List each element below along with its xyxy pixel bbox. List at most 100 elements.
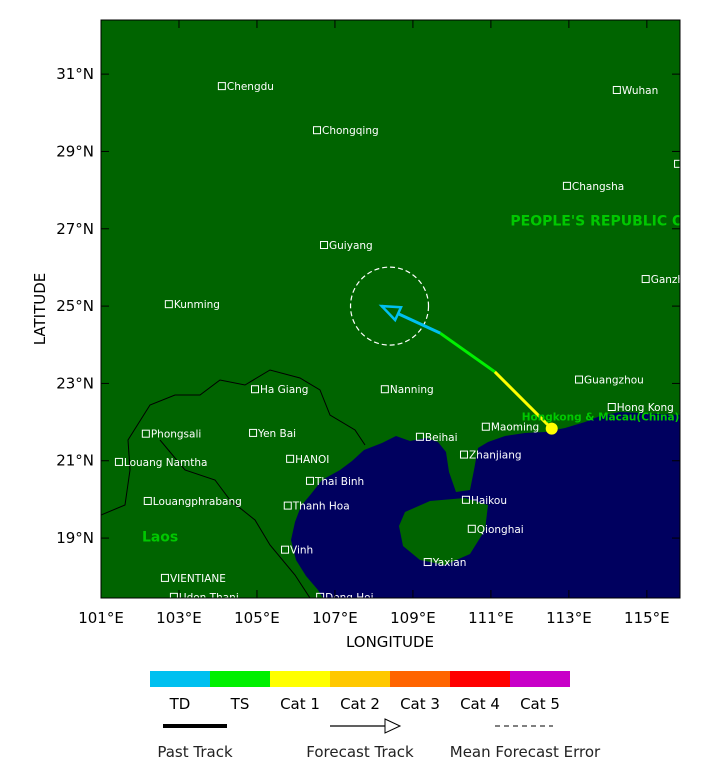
x-tick-label: 107°E <box>312 609 358 627</box>
forecast-arrowhead <box>378 304 403 323</box>
map-frame <box>100 19 681 599</box>
city-label: HANOI <box>295 454 329 466</box>
city-marker <box>114 457 123 466</box>
city-marker <box>141 429 150 438</box>
region-label: PEOPLE'S REPUBLIC OF CHINA <box>510 214 720 230</box>
city-marker <box>164 300 173 309</box>
legend-label: TD <box>169 695 191 713</box>
city-label: Louangphrabang <box>153 496 242 508</box>
x-tick-label: 101°E <box>78 609 124 627</box>
legend-label: Cat 3 <box>400 695 440 713</box>
city-label: Yaxian <box>432 557 467 569</box>
legend-label: TS <box>230 695 250 713</box>
city-marker <box>249 428 258 437</box>
y-tick-label: 27°N <box>56 220 94 238</box>
city-label: Qionghai <box>477 524 524 536</box>
city-label: Udon Thani <box>179 592 239 604</box>
city-label: Louang Namtha <box>124 457 208 469</box>
city-label: Chongqing <box>322 125 379 137</box>
city-label: Hong Kong <box>617 402 674 414</box>
city-marker <box>481 422 490 431</box>
city-marker <box>607 403 616 412</box>
country-border <box>101 369 366 516</box>
city-label: Haikou <box>471 495 507 507</box>
city-marker <box>467 524 476 533</box>
x-tick-label: 113°E <box>546 609 592 627</box>
map-area: Chengdu Chongqing Wuhan Nanchang Changsha Gui… <box>101 20 720 604</box>
x-tick-label: 103°E <box>156 609 202 627</box>
city-marker <box>320 241 329 250</box>
forecast-track-key: Forecast Track <box>306 743 414 760</box>
city-label: Vinh <box>290 545 313 557</box>
city-marker <box>281 545 290 554</box>
mean-forecast-error <box>349 266 430 346</box>
legend-swatch <box>210 671 270 687</box>
legend-swatch <box>510 671 570 687</box>
city-marker <box>160 573 169 582</box>
city-marker <box>415 432 424 441</box>
forecast-track-segment <box>493 370 553 430</box>
legend-label: Cat 2 <box>340 695 380 713</box>
city-label: Zhanjiang <box>469 450 522 462</box>
city-label: Dong Hoi <box>325 592 373 604</box>
city-marker <box>459 450 468 459</box>
y-tick-label: 21°N <box>56 452 94 470</box>
past-track-key: Past Track <box>157 743 233 760</box>
city-label: Ha Giang <box>260 384 308 396</box>
x-tick-label: 105°E <box>234 609 280 627</box>
city-marker <box>461 495 470 504</box>
x-tick-label: 111°E <box>468 609 514 627</box>
forecast-arrow-symbol <box>384 718 402 734</box>
x-tick-label: 109°E <box>390 609 436 627</box>
city-marker <box>313 126 322 135</box>
city-marker <box>641 275 650 284</box>
map-content: Chengdu Chongqing Wuhan Nanchang Changsha Gui… <box>114 81 720 604</box>
city-label: Yen Bai <box>257 428 296 440</box>
city-marker <box>143 496 152 505</box>
city-label: Chengdu <box>227 81 274 93</box>
city-label: Nanchang <box>683 159 720 171</box>
storm-position <box>545 422 558 435</box>
y-tick-label: 19°N <box>56 529 94 547</box>
city-label: Beihai <box>425 432 458 444</box>
legend-swatch <box>330 671 390 687</box>
y-axis-label: LATITUDE <box>31 273 49 346</box>
region-label: Laos <box>142 530 178 546</box>
error-key: Mean Forecast Error <box>450 743 601 760</box>
legend-label: Cat 4 <box>460 695 500 713</box>
city-marker <box>286 454 295 463</box>
forecast-track-segment <box>439 331 496 374</box>
storm-label: Hongkong & Macau(China) <box>522 412 680 424</box>
city-marker <box>316 592 325 598</box>
x-tick-label: 115°E <box>624 609 670 627</box>
city-marker <box>251 385 260 394</box>
city-label: VIENTIANE <box>170 573 226 585</box>
city-label: Maoming <box>491 422 539 434</box>
city-label: Changsha <box>572 181 624 193</box>
x-axis-label: LONGITUDE <box>346 633 434 651</box>
city-label: Thai Binh <box>314 476 364 488</box>
y-tick-label: 23°N <box>56 374 94 392</box>
city-label: Nanning <box>390 384 434 396</box>
city-label: Ganzhou <box>651 274 697 286</box>
city-marker <box>169 592 178 598</box>
city-label: Thanh Hoa <box>292 501 350 513</box>
y-tick-label: 25°N <box>56 297 94 315</box>
city-marker <box>283 501 292 510</box>
y-tick-label: 31°N <box>56 65 94 83</box>
legend-swatch <box>390 671 450 687</box>
legend-label: Cat 5 <box>520 695 560 713</box>
city-marker <box>305 476 314 485</box>
city-marker <box>612 85 621 94</box>
city-marker <box>217 82 226 91</box>
city-label: Phongsali <box>151 429 201 441</box>
legend-label: Cat 1 <box>280 695 320 713</box>
city-label: Wuhan <box>622 85 658 97</box>
country-border <box>159 439 311 598</box>
city-marker <box>380 385 389 394</box>
y-tick-label: 29°N <box>56 142 94 160</box>
legend-swatch <box>450 671 510 687</box>
city-label: Guangzhou <box>584 375 644 387</box>
